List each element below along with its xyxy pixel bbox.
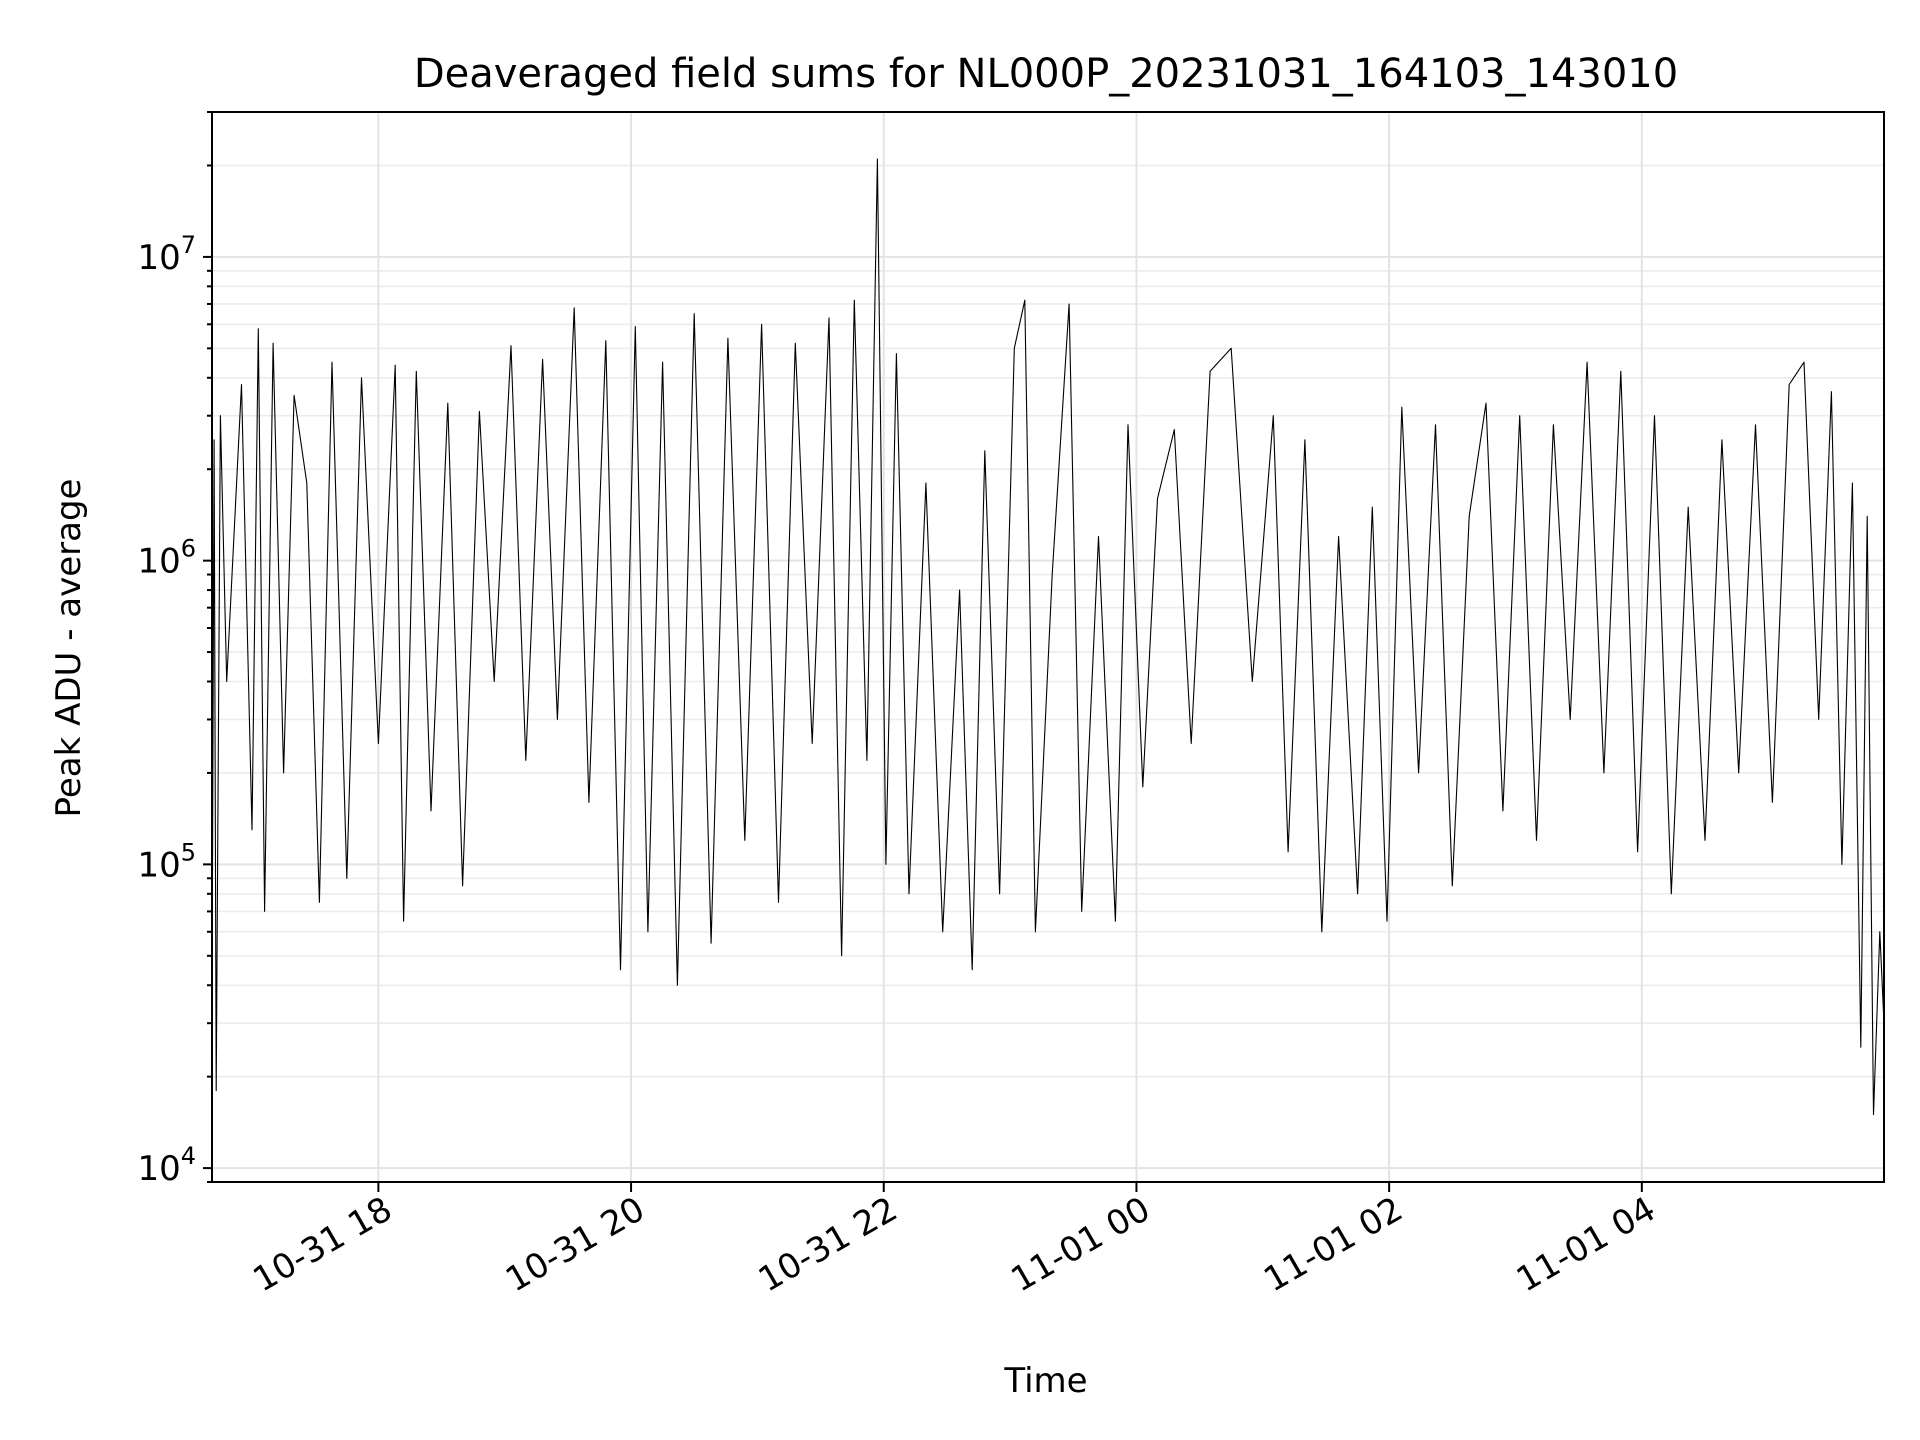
y-tick-base: 10 [137,845,180,885]
y-tick-label: 107 [137,231,196,278]
y-tick-label: 106 [137,535,196,582]
y-tick-base: 10 [137,238,180,278]
series-line [211,158,1885,1116]
y-tick-base: 10 [137,1149,180,1189]
x-axis-label: Time [1003,1361,1087,1401]
plot-frame [211,111,1885,1183]
y-axis-label: Peak ADU - average [49,479,89,818]
y-tick-exponent: 5 [181,838,196,866]
y-tick-label: 105 [137,838,196,885]
grid [212,111,1884,1183]
y-tick-exponent: 7 [181,231,196,259]
y-tick-exponent: 4 [181,1142,196,1170]
y-tick-label: 104 [137,1142,196,1189]
y-tick-exponent: 6 [181,535,196,563]
y-tick-base: 10 [137,542,180,582]
chart-title: Deaveraged field sums for NL000P_2023103… [414,51,1678,97]
